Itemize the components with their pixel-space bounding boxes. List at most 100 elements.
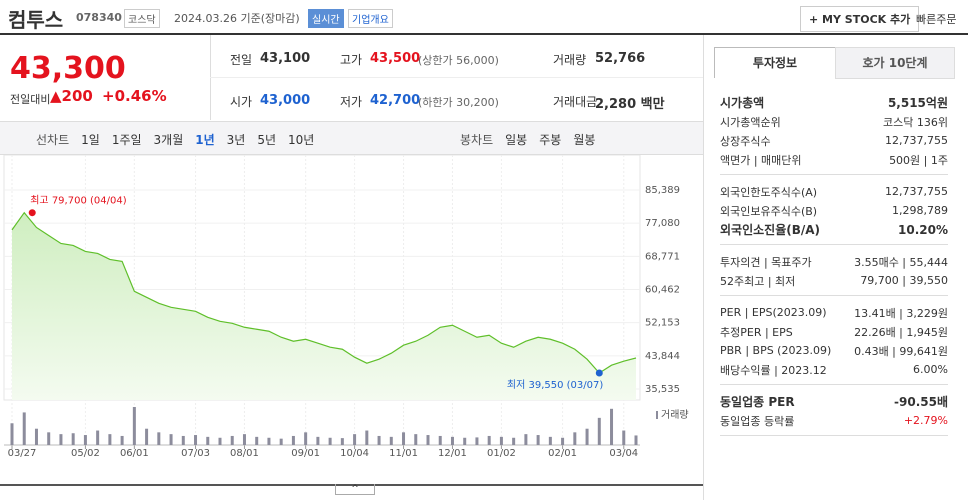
info-row: PER | EPS(2023.09) 13.41배 | 3,229원 [720, 303, 948, 322]
volume-bar [120, 435, 124, 445]
info-label: 시가총액 [720, 96, 765, 110]
mystock-button[interactable]: + MY STOCK 추가 [800, 6, 920, 32]
stock-code: 078340 [76, 11, 122, 24]
info-row: 액면가 | 매매단위 500원 | 1주 [720, 150, 948, 169]
info-value: 500원 | 1주 [889, 153, 948, 167]
period-tab[interactable]: 3개월 [153, 133, 184, 147]
stat-note: (상한가 56,000) [418, 54, 499, 67]
info-row: 외국인한도주식수(A) 12,737,755 [720, 182, 948, 201]
volume-bar [59, 434, 63, 445]
info-row: 외국인소진율(B/A) 10.20% [720, 220, 948, 239]
period-tab[interactable]: 1년 [195, 133, 215, 147]
candle-periods: 봉차트 일봉 주봉 월봉 [460, 131, 607, 148]
volume-bar [548, 436, 552, 445]
info-value: +2.79% [903, 414, 948, 427]
tab[interactable]: 호가 10단계 [835, 47, 955, 79]
stat-label: 거래량 [553, 53, 587, 67]
x-tick-label: 12/01 [438, 448, 467, 459]
volume-bar [377, 435, 381, 445]
info-row: 동일업종 등락률 +2.79% [720, 411, 948, 430]
info-row: 52주최고 | 최저 79,700 | 39,550 [720, 271, 948, 290]
date: 2024.03.26 기준(장마감) [174, 12, 300, 25]
info-value: 13.41배 | 3,229원 [854, 306, 948, 320]
x-tick-label: 01/02 [487, 448, 516, 459]
stat-value: 43,000 [260, 93, 311, 108]
period-tab[interactable]: 1주일 [111, 133, 142, 147]
volume-bar [291, 435, 295, 445]
period-label: 봉차트 [460, 133, 494, 147]
info-section: 투자의견 | 목표주가 3.55매수 | 55,444 52주최고 | 최저 79,7… [720, 249, 948, 296]
info-row: 외국인보유주식수(B) 1,298,789 [720, 201, 948, 220]
volume-bar [304, 432, 308, 445]
info-value: 5,515억원 [887, 96, 948, 110]
volume-bar [389, 436, 393, 445]
info-section: PER | EPS(2023.09) 13.41배 | 3,229원 추정PER |… [720, 300, 948, 385]
info-value: 10.20% [898, 222, 948, 237]
stat-value: 42,700 [370, 93, 421, 108]
x-tick-label: 06/01 [120, 448, 149, 459]
overview-button[interactable]: 기업개요 [348, 9, 393, 28]
info-value: 코스닥 136위 [883, 115, 948, 129]
stat-value: 2,280 백만 [595, 97, 665, 112]
period-tab[interactable]: 주봉 [539, 133, 562, 147]
period-tab[interactable]: 일봉 [505, 133, 528, 147]
info-value: 79,700 | 39,550 [860, 274, 948, 287]
volume-bar [414, 434, 418, 445]
x-tick-label: 10/04 [340, 448, 369, 459]
y-tick-label: 60,462 [645, 285, 680, 296]
min-label: 최저 39,550 (03/07) [507, 379, 603, 391]
info-value: 12,737,755 [885, 134, 948, 147]
period-tab[interactable]: 10년 [288, 133, 315, 147]
x-tick-label: 09/01 [291, 448, 320, 459]
stat-note: (하한가 30,200) [418, 96, 499, 109]
price: 43,300 [10, 51, 126, 86]
quick-order[interactable]: 빠른주문 [916, 13, 957, 26]
stat-label: 시가 [230, 95, 253, 109]
y-tick-label: 77,080 [645, 218, 680, 229]
period-tab[interactable]: 1일 [81, 133, 100, 147]
volume-bar [438, 435, 442, 445]
info-label: 배당수익률 | 2023.12 [720, 363, 827, 377]
volume-bar [34, 428, 38, 445]
realtime-badge[interactable]: 실시간 [308, 9, 344, 28]
line-periods: 선차트 1일 1주일 3개월 1년 3년 5년 10년 [36, 131, 326, 148]
volume-bar [316, 436, 320, 445]
info-row: 배당수익률 | 2023.12 6.00% [720, 360, 948, 379]
volume-bar [255, 436, 259, 445]
price-area [12, 212, 636, 400]
stat-label: 전일 [230, 53, 253, 67]
chart-bottom-rule [0, 484, 703, 486]
period-label: 선차트 [36, 133, 70, 147]
stat-label: 저가 [340, 95, 363, 109]
volume-bar [96, 430, 100, 445]
tab-active[interactable]: 투자정보 [714, 47, 836, 78]
volume-bar [71, 433, 75, 445]
volume-bar [426, 435, 430, 445]
info-row: 시가총액 5,515억원 [720, 93, 948, 112]
volume-bar [597, 417, 601, 445]
period-bar: 선차트 1일 1주일 3개월 1년 3년 5년 10년 봉차트 일봉 주봉 월봉 [0, 121, 703, 155]
info-panel: 투자정보 호가 10단계 시가총액 5,515억원 시가총액순위 코스닥 136위 상장… [703, 35, 968, 500]
x-tick-label: 11/01 [389, 448, 418, 459]
info-label: 액면가 | 매매단위 [720, 153, 802, 167]
y-tick-label: 35,535 [645, 384, 680, 395]
chart: 35,535 43,844 52,153 60,462 68,771 77,080 85,3… [3, 155, 689, 459]
period-tab[interactable]: 월봉 [573, 133, 596, 147]
volume-bar [340, 438, 344, 445]
stat-value: 52,766 [595, 51, 646, 66]
period-tab[interactable]: 3년 [226, 133, 246, 147]
volume-bar [267, 437, 271, 445]
volume-bar [145, 428, 149, 445]
volume-bar [634, 435, 638, 445]
volume-bar [536, 435, 540, 445]
volume-bar [475, 437, 479, 445]
max-marker [28, 209, 36, 217]
price-line [11, 211, 637, 374]
info-value: -90.55배 [894, 395, 948, 409]
collapse-button[interactable]: ^ [335, 484, 375, 495]
x-tick-label: 03/27 [8, 448, 37, 459]
info-row: 시가총액순위 코스닥 136위 [720, 112, 948, 131]
info-row: 투자의견 | 목표주가 3.55매수 | 55,444 [720, 252, 948, 271]
period-tab[interactable]: 5년 [257, 133, 277, 147]
